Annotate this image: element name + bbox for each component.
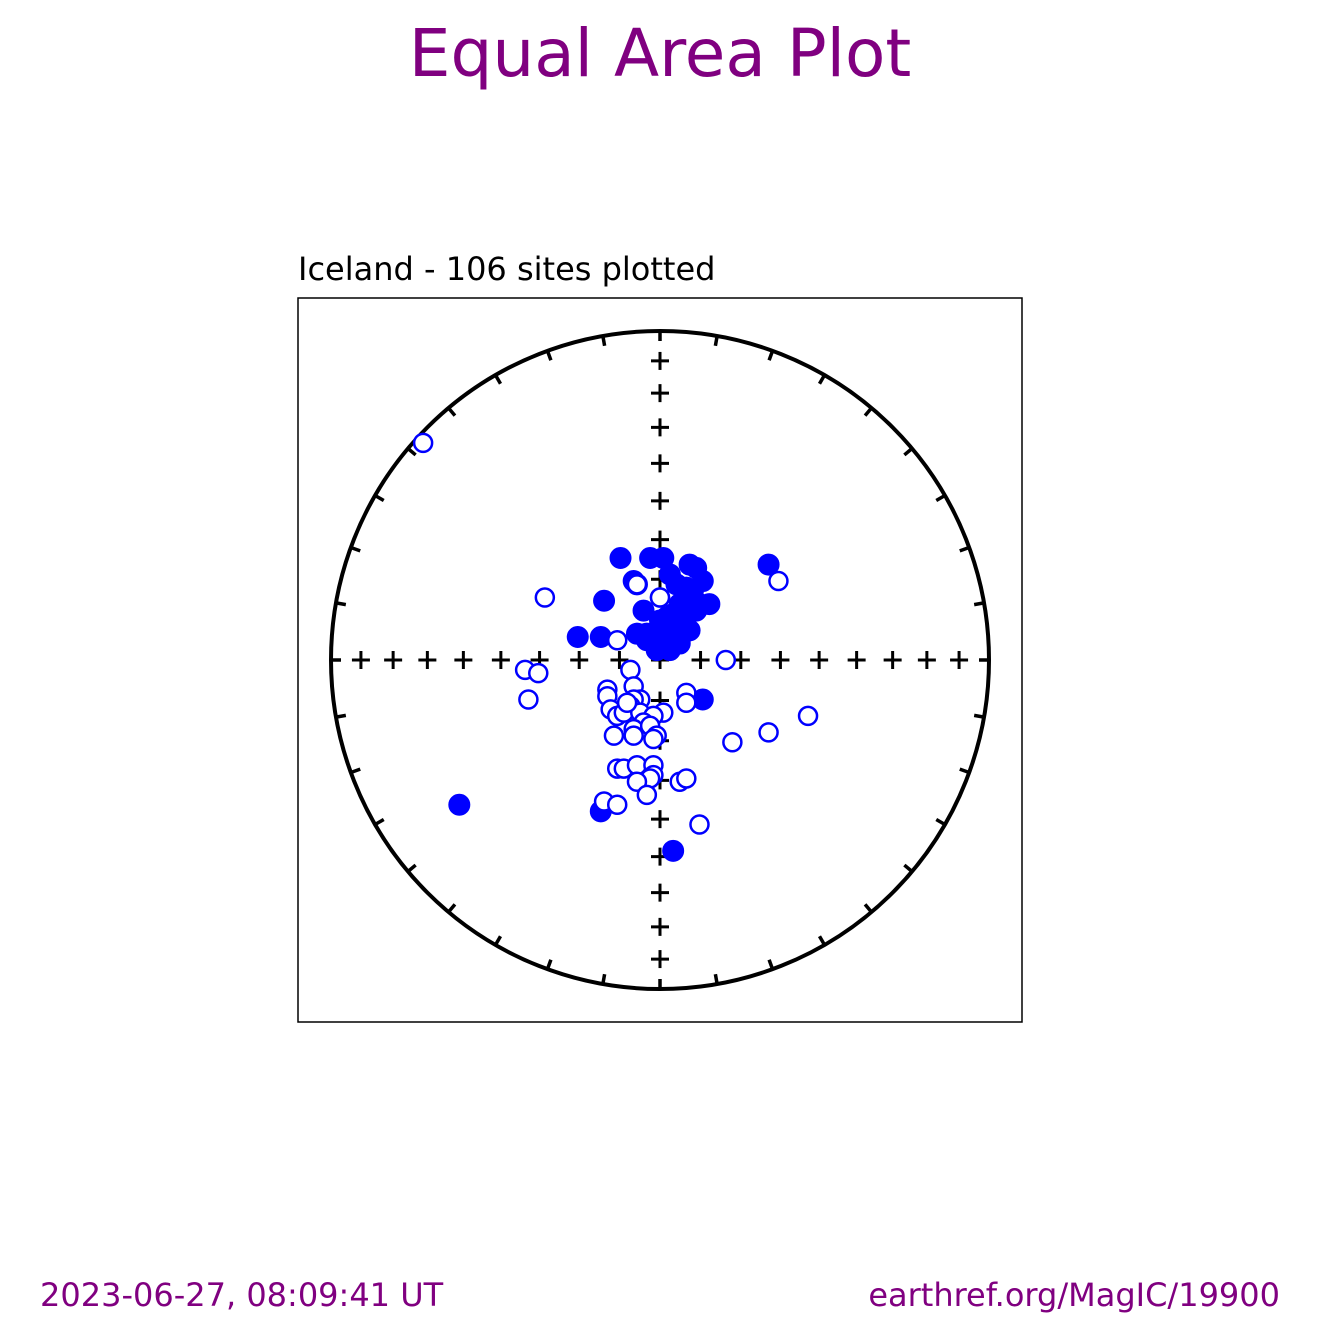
tick-mark [335,601,347,607]
tick-mark [767,350,775,361]
upper-hemisphere-point [616,692,638,714]
upper-hemisphere-point [606,630,628,651]
tick-mark [959,545,970,553]
lower-hemisphere-point [662,839,685,862]
plot-subtitle: Iceland - 106 sites plotted [298,250,716,288]
upper-hemisphere-point [797,705,819,727]
upper-hemisphere-point [603,725,625,746]
tick-mark [973,601,985,607]
axis-cross [771,651,790,669]
timestamp: 2023-06-27, 08:09:41 UT [40,1276,444,1314]
tick-mark [767,959,775,970]
upper-hemisphere-point [722,732,743,753]
upper-hemisphere-point [689,814,710,835]
axis-cross [950,651,969,669]
upper-hemisphere-point [626,574,648,595]
lower-hemisphere-point [609,547,632,570]
axis-cross [847,651,866,669]
upper-hemisphere-point [649,587,671,608]
axis-cross [384,651,403,669]
tick-mark [406,447,417,457]
axis-cross [651,351,669,370]
upper-hemisphere-point [412,432,434,454]
chart-title: Equal Area Plot [408,15,912,92]
axis-cross [810,651,829,669]
upper-hemisphere-point [676,692,697,714]
axis-cross [351,651,370,669]
upper-hemisphere-point [623,725,644,746]
tick-mark [374,817,385,827]
upper-hemisphere-point [715,649,737,671]
tick-mark [903,447,914,457]
axes-frame [297,297,1023,1023]
axis-cross [651,454,669,473]
axis-cross [651,384,669,403]
tick-mark [601,973,607,985]
upper-hemisphere-point [636,784,658,806]
tick-mark [545,959,553,970]
tick-mark [374,493,385,503]
tick-mark [973,713,985,719]
axis-cross [651,810,669,829]
circle-ticks [331,331,989,989]
tick-mark [817,935,827,946]
axis-cross [610,651,629,669]
tick-mark [493,935,503,946]
tick-mark [335,713,347,719]
tick-mark [601,335,607,347]
tick-mark [447,406,457,417]
upper-hemisphere-point [676,768,697,789]
lower-hemisphere-point [566,625,589,648]
lower-hemisphere-point [632,599,655,622]
axis-cross [917,651,936,669]
lower-hemisphere-point [757,553,780,576]
upper-hemisphere-point [620,659,641,681]
tick-mark [493,374,503,385]
tick-mark [863,406,873,417]
axis-cross [651,530,669,549]
axis-cross [454,651,473,669]
lower-hemisphere-point [645,639,668,662]
upper-hemisphere-point [528,662,549,684]
lower-hemisphere-point [685,599,708,622]
lower-hemisphere-point [448,793,471,816]
data-points [412,432,819,862]
axis-cross [651,491,669,510]
tick-mark [817,374,827,385]
tick-mark [406,863,417,873]
upper-hemisphere-point [518,689,539,710]
upper-hemisphere-point [768,570,789,592]
tick-mark [713,335,719,347]
upper-hemisphere-point [534,587,556,608]
lower-hemisphere-point [593,589,616,612]
tick-mark [903,863,914,873]
tick-mark [447,903,457,914]
tick-mark [935,493,946,503]
upper-hemisphere-point [643,728,664,750]
tick-mark [350,545,361,553]
tick-mark [350,767,361,775]
lower-hemisphere-point [668,632,691,655]
axis-cross [883,651,902,669]
axis-cross [651,917,669,936]
upper-hemisphere-point [606,794,628,816]
axis-cross [570,651,589,669]
axis-cross [651,418,669,437]
tick-mark [545,350,553,361]
tick-mark [713,973,719,985]
axis-cross [651,950,669,969]
tick-mark [863,903,873,914]
upper-hemisphere-point [758,722,779,743]
axis-cross [491,651,510,669]
tick-mark [959,767,970,775]
axis-cross [418,651,437,669]
tick-mark [935,817,946,827]
source-link[interactable]: earthref.org/MagIC/19900 [868,1276,1280,1314]
axis-cross [691,651,710,669]
axis-cross [651,883,669,902]
